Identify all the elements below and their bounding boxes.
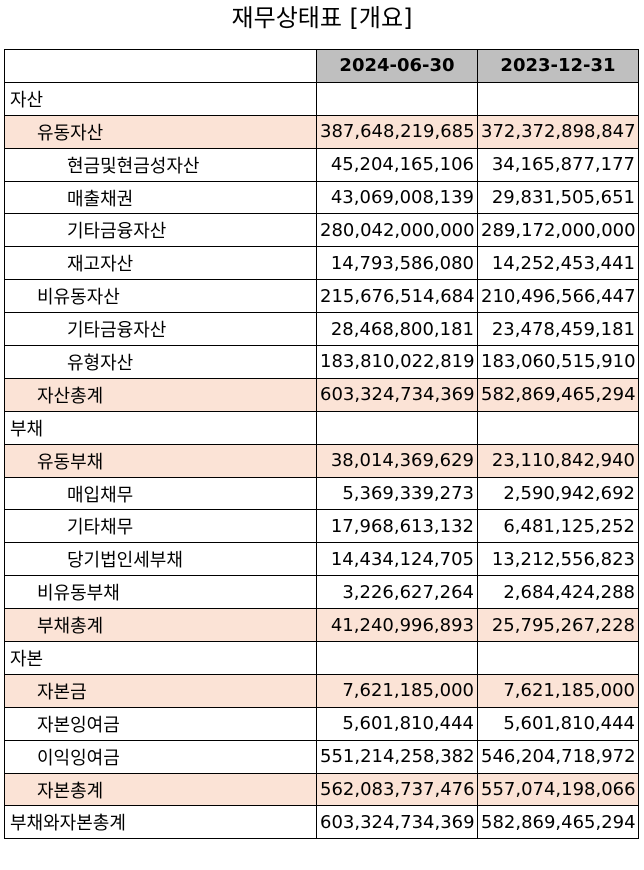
table-row: 자산 [4,81,639,116]
table-row: 자본금 7,621,185,000 7,621,185,000 [4,673,639,708]
row-label: 유동부채 [4,443,317,478]
row-label: 부채총계 [4,608,317,643]
table-row: 기타금융자산 28,468,800,181 23,478,459,181 [4,312,639,347]
value-2024-06-30: 5,369,339,273 [316,476,478,511]
row-label: 자본잉여금 [4,706,317,741]
table-row: 자산총계 603,324,734,369 582,869,465,294 [4,377,639,412]
value-2023-12-31: 14,252,453,441 [477,246,639,281]
row-label: 부채 [4,410,317,445]
row-label: 매입채무 [4,476,317,511]
row-label: 유형자산 [4,345,317,379]
table-row: 당기법인세부채 14,434,124,705 13,212,556,823 [4,542,639,577]
value-2024-06-30: 7,621,185,000 [316,673,478,708]
header-period-1: 2024-06-30 [316,49,478,83]
value-2024-06-30: 14,434,124,705 [316,542,478,577]
value-2024-06-30: 28,468,800,181 [316,312,478,347]
table-row: 이익잉여금 551,214,258,382 546,204,718,972 [4,739,639,774]
value-2023-12-31: 2,684,424,288 [477,575,639,610]
row-label: 자본 [4,641,317,675]
row-label: 기타금융자산 [4,312,317,347]
value-2023-12-31: 23,478,459,181 [477,312,639,347]
value-2024-06-30 [316,410,478,445]
value-2024-06-30: 41,240,996,893 [316,608,478,643]
row-label: 부채와자본총계 [4,805,317,840]
row-label: 자산총계 [4,377,317,412]
table-row: 부채 [4,410,639,445]
value-2024-06-30: 3,226,627,264 [316,575,478,610]
table-row: 매출채권 43,069,008,139 29,831,505,651 [4,180,639,215]
value-2024-06-30: 183,810,022,819 [316,345,478,379]
table-row: 유동자산 387,648,219,685 372,372,898,847 [4,114,639,149]
row-label: 자본금 [4,673,317,708]
value-2023-12-31 [477,410,639,445]
value-2023-12-31: 557,074,198,066 [477,772,639,807]
table-row: 현금및현금성자산 45,204,165,106 34,165,877,177 [4,147,639,182]
table-row: 유형자산 183,810,022,819 183,060,515,910 [4,345,639,379]
table-row: 자본총계 562,083,737,476 557,074,198,066 [4,772,639,807]
value-2023-12-31: 25,795,267,228 [477,608,639,643]
row-label: 재고자산 [4,246,317,281]
row-label: 현금및현금성자산 [4,147,317,182]
table-row: 기타금융자산 280,042,000,000 289,172,000,000 [4,213,639,248]
value-2024-06-30 [316,81,478,116]
row-label: 이익잉여금 [4,739,317,774]
value-2023-12-31: 6,481,125,252 [477,509,639,544]
value-2023-12-31: 29,831,505,651 [477,180,639,215]
table-body: 자산 유동자산 387,648,219,685 372,372,898,847 현금및현… [4,81,639,840]
value-2024-06-30: 17,968,613,132 [316,509,478,544]
row-label: 비유동자산 [4,279,317,314]
value-2024-06-30: 603,324,734,369 [316,377,478,412]
value-2023-12-31: 582,869,465,294 [477,377,639,412]
table-row: 재고자산 14,793,586,080 14,252,453,441 [4,246,639,281]
value-2023-12-31: 372,372,898,847 [477,114,639,149]
row-label: 자본총계 [4,772,317,807]
value-2023-12-31: 7,621,185,000 [477,673,639,708]
table-row: 매입채무 5,369,339,273 2,590,942,692 [4,476,639,511]
row-label: 매출채권 [4,180,317,215]
value-2023-12-31 [477,641,639,675]
header-period-2: 2023-12-31 [477,49,639,83]
table-row: 비유동부채 3,226,627,264 2,684,424,288 [4,575,639,610]
value-2023-12-31: 183,060,515,910 [477,345,639,379]
value-2024-06-30: 551,214,258,382 [316,739,478,774]
value-2024-06-30: 38,014,369,629 [316,443,478,478]
table-row: 자본잉여금 5,601,810,444 5,601,810,444 [4,706,639,741]
value-2024-06-30: 387,648,219,685 [316,114,478,149]
balance-sheet-table: 2024-06-30 2023-12-31 자산 유동자산 387,648,219,… [4,49,639,840]
value-2023-12-31: 23,110,842,940 [477,443,639,478]
row-label: 당기법인세부채 [4,542,317,577]
table-row: 유동부채 38,014,369,629 23,110,842,940 [4,443,639,478]
header-label-cell [4,49,317,83]
page-title: 재무상태표 [개요] [231,4,413,32]
row-label: 기타채무 [4,509,317,544]
value-2023-12-31: 5,601,810,444 [477,706,639,741]
value-2023-12-31: 546,204,718,972 [477,739,639,774]
header-row: 2024-06-30 2023-12-31 [4,49,639,83]
value-2023-12-31: 289,172,000,000 [477,213,639,248]
value-2023-12-31 [477,81,639,116]
row-label: 자산 [4,81,317,116]
table-row: 비유동자산 215,676,514,684 210,496,566,447 [4,279,639,314]
row-label: 유동자산 [4,114,317,149]
value-2024-06-30 [316,641,478,675]
row-label: 비유동부채 [4,575,317,610]
value-2024-06-30: 43,069,008,139 [316,180,478,215]
value-2024-06-30: 280,042,000,000 [316,213,478,248]
row-label: 기타금융자산 [4,213,317,248]
value-2024-06-30: 562,083,737,476 [316,772,478,807]
value-2023-12-31: 210,496,566,447 [477,279,639,314]
value-2024-06-30: 5,601,810,444 [316,706,478,741]
table-row: 기타채무 17,968,613,132 6,481,125,252 [4,509,639,544]
value-2023-12-31: 582,869,465,294 [477,805,639,840]
value-2024-06-30: 215,676,514,684 [316,279,478,314]
value-2024-06-30: 14,793,586,080 [316,246,478,281]
value-2023-12-31: 13,212,556,823 [477,542,639,577]
value-2024-06-30: 603,324,734,369 [316,805,478,840]
value-2023-12-31: 2,590,942,692 [477,476,639,511]
table-row: 부채총계 41,240,996,893 25,795,267,228 [4,608,639,643]
table-row: 부채와자본총계 603,324,734,369 582,869,465,294 [4,805,639,840]
value-2023-12-31: 34,165,877,177 [477,147,639,182]
value-2024-06-30: 45,204,165,106 [316,147,478,182]
table-row: 자본 [4,641,639,675]
